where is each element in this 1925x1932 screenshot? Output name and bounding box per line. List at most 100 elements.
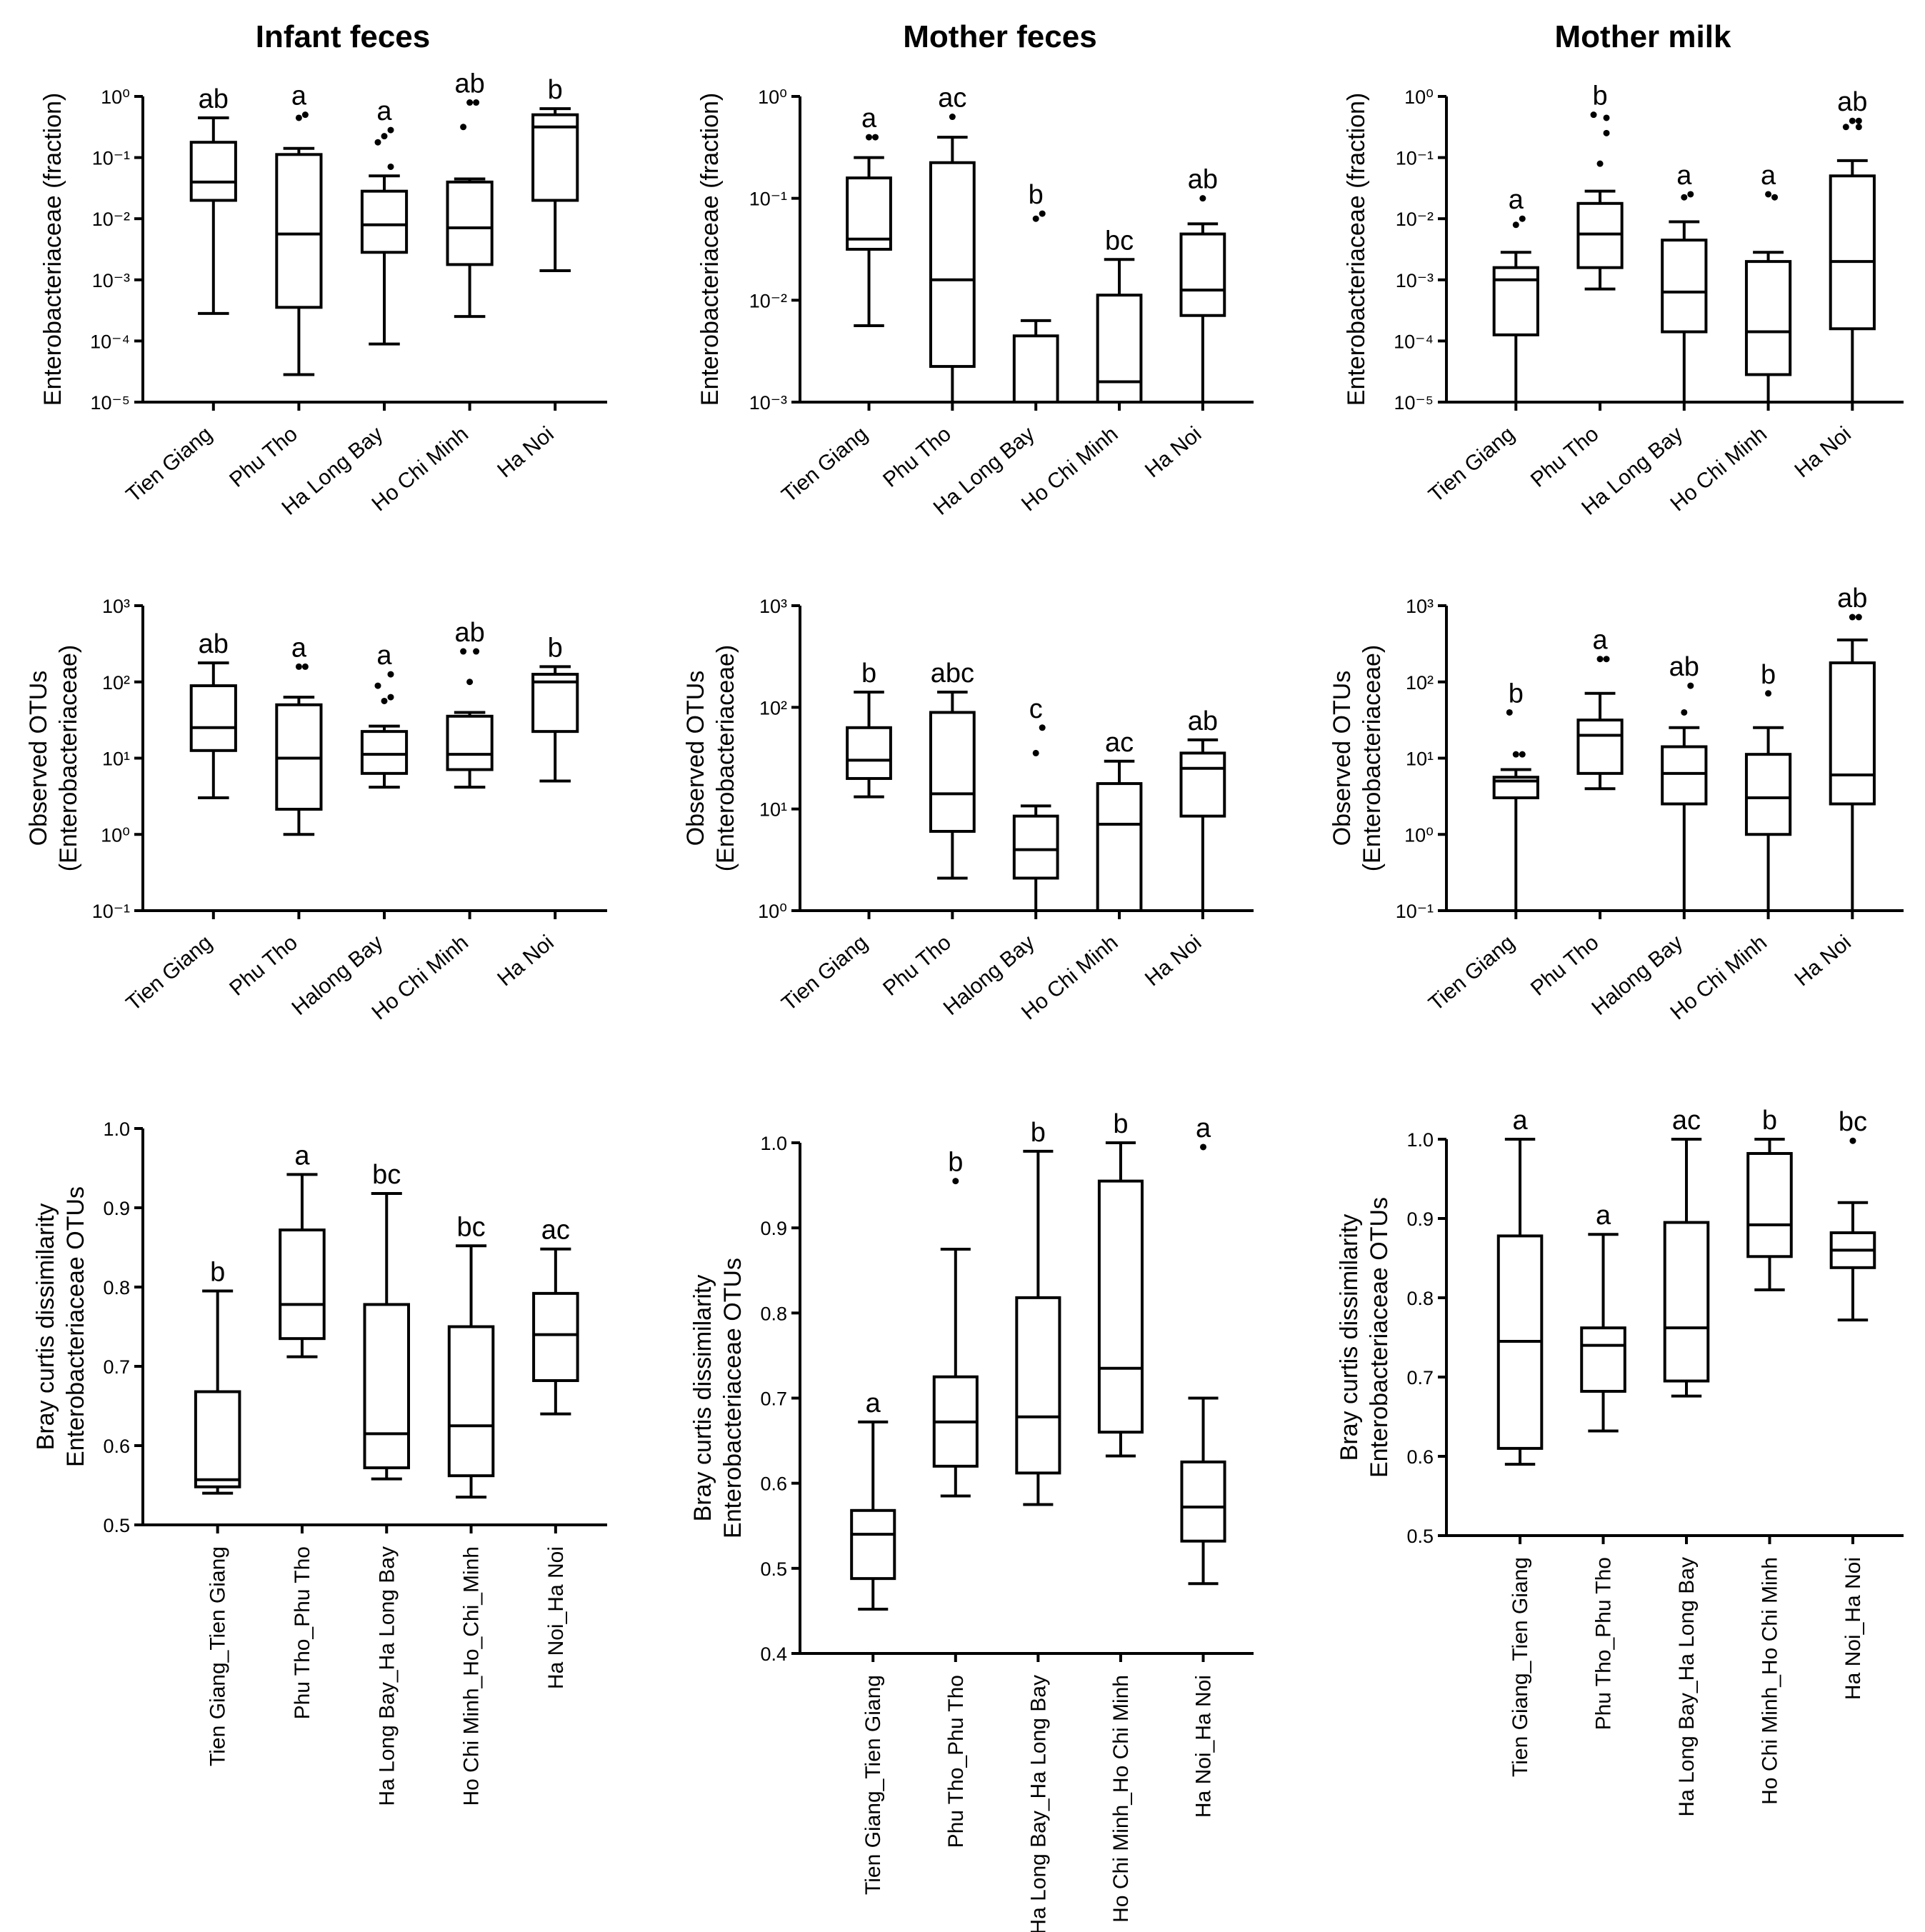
y-tick-label: 10¹ [759,799,787,821]
box-iqr [1179,232,1226,317]
x-category-label: Ha Long Bay_Ha Long Bay [1026,1675,1050,1932]
outlier-point [466,99,474,106]
y-axis-label: Bray curtis dissimilarity [1336,1214,1363,1461]
significance-letter: c [1029,694,1043,724]
significance-letter: ab [1669,652,1699,682]
box-iqr [1096,294,1143,404]
outlier-point [1596,160,1604,167]
y-tick-label: 0.8 [103,1277,130,1298]
y-tick-label: 10⁻² [749,290,787,311]
box-iqr [846,176,892,251]
box-iqr [1012,814,1059,880]
outlier-point [1199,195,1206,202]
panel-1-2: 10³ 10² 10¹ 10⁰ 10⁻¹ Observed OTUs (Enterobact… [1329,584,1904,1024]
outlier-point [1032,215,1039,222]
x-category-label: Phu Tho_Phu Tho [1592,1557,1616,1730]
significance-letter: ac [541,1216,570,1246]
outlier-point [1849,117,1856,124]
significance-letter: b [948,1148,963,1178]
y-tick-label: 0.5 [1406,1526,1434,1547]
y-tick-label: 10⁻³ [92,270,130,291]
x-category-label: Tien Giang [777,422,872,507]
outlier-point [1765,191,1772,198]
x-category-label: Tien Giang [1424,422,1519,507]
y-tick-label: 1.0 [1406,1129,1434,1151]
y-tick-label: 0.7 [760,1388,787,1410]
outlier-point [466,679,474,686]
y-tick-label: 10⁻³ [1396,270,1434,291]
y-tick-label: 0.9 [760,1218,787,1239]
outlier-point [1512,751,1519,758]
outlier-point [1681,709,1688,716]
y-tick-label: 10² [1406,672,1434,694]
y-axis-label: Enterobacteriaceae (fraction) [696,93,724,406]
x-category-label: Ho Chi Minh_Ho Chi Minh [1109,1675,1133,1923]
outlier-point [1596,656,1604,663]
significance-letter: b [861,659,876,689]
box-iqr [1661,239,1708,334]
y-axis-label: Enterobacteriaceae (fraction) [39,93,66,406]
box-iqr [1015,1296,1061,1475]
outlier-point [1519,215,1526,222]
y-axis-label: (Enterobacteriaceae) [712,645,739,872]
significance-letter: ab [199,84,229,114]
outlier-point [949,114,956,121]
x-category-label: Ha Noi [1790,422,1855,482]
y-tick-label: 10⁻¹ [92,148,130,169]
y-tick-label: 10² [102,672,130,694]
y-tick-label: 0.6 [760,1473,787,1495]
y-tick-label: 10⁰ [101,824,130,846]
y-tick-label: 10¹ [1406,749,1434,770]
x-category-label: Tien Giang_Tien Giang [1509,1557,1532,1777]
box-iqr [1661,745,1708,806]
x-category-label: Ha Noi [1141,931,1206,991]
significance-letter: b [548,75,563,105]
box-iqr [446,180,494,266]
y-tick-label: 10³ [1406,596,1434,617]
significance-letter: b [1029,180,1044,210]
box-iqr [531,673,579,734]
panel-0-0: 10⁰ 10⁻¹ 10⁻² 10⁻³ 10⁻⁴ 10⁻⁵ Enterobacteriacea… [39,69,607,520]
x-category-label: Tien Giang [1424,931,1519,1016]
x-category-label: Ha Noi [493,931,558,991]
panel-2-2: 1.0 0.9 0.8 0.7 0.6 0.5 Bray curtis dissimilar… [1336,1106,1904,1817]
y-tick-label: 0.8 [760,1303,787,1324]
outlier-point [387,126,394,134]
y-tick-label: 10⁰ [758,86,787,108]
significance-letter: b [1762,1106,1777,1136]
box-iqr [189,684,237,752]
significance-letter: a [1512,1106,1528,1136]
box-iqr [360,730,409,775]
significance-letter: a [1509,185,1524,215]
significance-letter: a [861,104,877,134]
box-iqr [1576,719,1624,775]
outlier-point [1200,1143,1207,1151]
y-tick-label: 10⁻¹ [1396,901,1434,922]
outlier-point [1855,117,1862,124]
significance-letter: b [1761,660,1776,690]
significance-letter: ab [1188,706,1218,736]
box-iqr [1012,334,1059,404]
x-category-label: Phu Tho [879,931,956,1001]
y-tick-label: 10¹ [102,749,130,770]
panel-0-2: 10⁰ 10⁻¹ 10⁻² 10⁻³ 10⁻⁴ 10⁻⁵ Enterobacteriacea… [1343,81,1904,520]
y-axis-label: Observed OTUs [682,671,709,846]
x-category-label: Ha Noi_Ha Noi [1841,1557,1865,1700]
box-iqr [194,1390,241,1488]
outlier-point [1603,114,1610,121]
box-iqr [363,1303,411,1470]
outlier-point [387,694,394,701]
x-category-label: Phu Tho_Phu Tho [944,1675,968,1848]
box-iqr [360,189,409,254]
significance-letter: b [1031,1118,1046,1148]
significance-letter: b [1592,81,1607,111]
significance-letter: a [1761,161,1776,191]
significance-letter: bc [1839,1107,1867,1137]
significance-letter: ab [199,629,229,659]
outlier-point [387,671,394,678]
y-tick-label: 10⁰ [101,86,130,108]
box-iqr [279,1228,326,1341]
x-category-label: Phu Tho [225,931,302,1001]
y-tick-label: 0.5 [103,1515,130,1536]
outlier-point [301,663,309,670]
